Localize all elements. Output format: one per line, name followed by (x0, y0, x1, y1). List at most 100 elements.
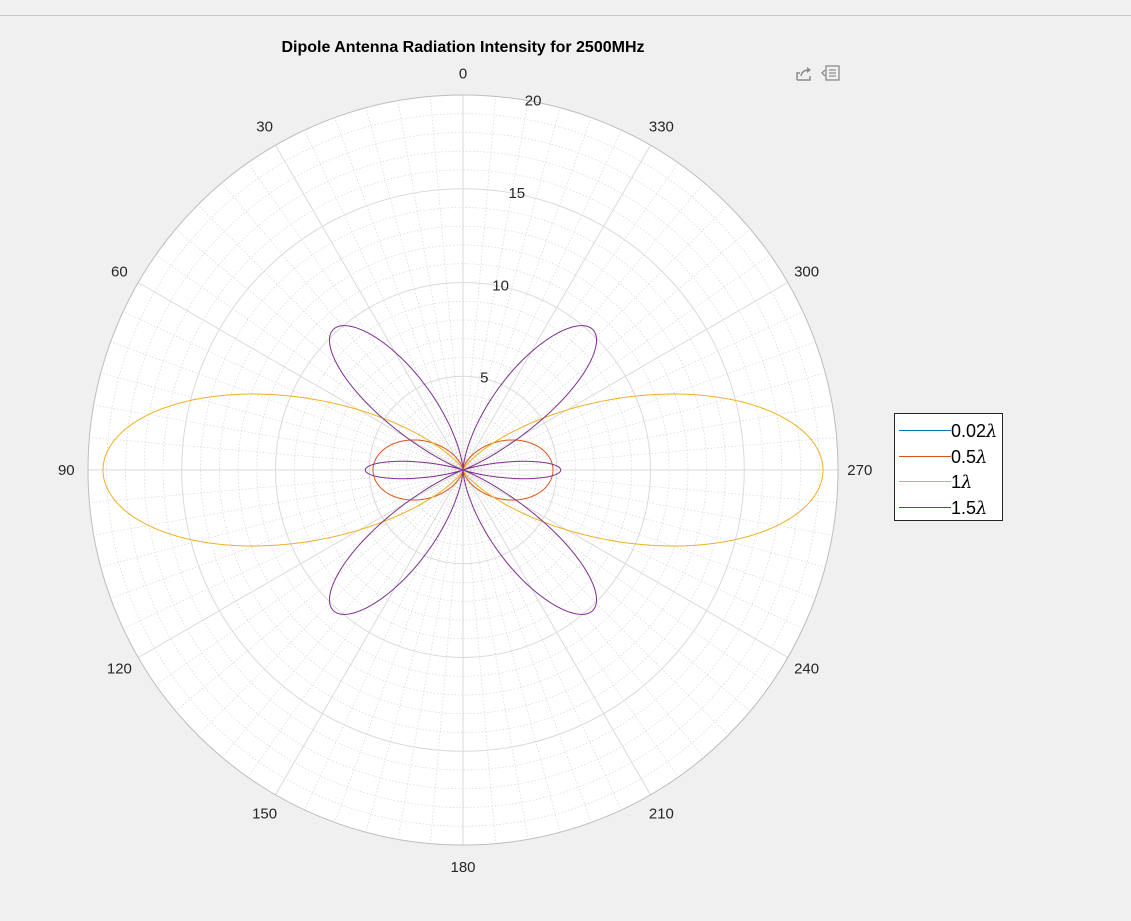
minor-spoke (197, 204, 464, 471)
r-tick-label: 5 (480, 370, 488, 387)
minor-spoke (462, 228, 751, 471)
theta-tick-label: 90 (58, 462, 75, 479)
minor-spoke (462, 129, 622, 471)
chart-title: Dipole Antenna Radiation Intensity for 2… (281, 39, 644, 56)
minor-spoke (462, 469, 771, 686)
minor-spoke (462, 204, 729, 471)
minor-spoke (89, 469, 464, 504)
minor-spoke (462, 469, 804, 629)
minor-spoke (197, 469, 464, 736)
legend-item[interactable]: 1λ (895, 469, 1004, 495)
minor-spoke (175, 469, 464, 712)
minor-spoke (462, 162, 679, 471)
minor-spoke (110, 469, 464, 599)
minor-spoke (175, 228, 464, 471)
minor-spoke (462, 107, 561, 471)
minor-spoke (429, 96, 464, 471)
export-icon[interactable] (794, 62, 816, 84)
minor-spoke (155, 469, 464, 686)
minor-spoke (365, 107, 464, 471)
r-gridline (181, 188, 745, 752)
minor-spoke (462, 100, 529, 471)
legend-swatch (899, 481, 951, 482)
r-gridline (368, 375, 558, 565)
minor-spoke (462, 469, 679, 778)
r-tick-label: 10 (492, 277, 509, 294)
theta-tick-label: 210 (649, 806, 674, 823)
legend-label: 0.02λ (951, 421, 997, 442)
minor-spoke (247, 469, 464, 778)
theta-tick-label: 120 (107, 660, 132, 677)
legend-label-value: 0.02 (951, 421, 987, 441)
minor-spoke (462, 372, 826, 471)
minor-spoke (462, 254, 771, 471)
series-line-4 (328, 325, 598, 615)
legend-label: 1λ (951, 472, 972, 493)
legend-label: 1.5λ (951, 498, 987, 519)
minor-spoke (110, 341, 464, 471)
minor-spoke (122, 469, 464, 629)
legend[interactable]: 0.02λ 0.5λ 1λ 1.5λ (894, 413, 1003, 521)
minor-spoke (221, 469, 464, 758)
legend-item[interactable]: 1.5λ (895, 495, 1004, 521)
legend-item[interactable]: 0.02λ (895, 418, 1004, 444)
axes-toolbar (794, 62, 846, 84)
minor-spoke (462, 182, 705, 471)
theta-tick-label: 60 (111, 264, 128, 281)
outer-ring (87, 94, 839, 846)
minor-spoke (247, 162, 464, 471)
minor-spoke (334, 117, 464, 471)
legend-swatch (899, 506, 951, 508)
minor-spoke (462, 117, 592, 471)
legend-item[interactable]: 0.5λ (895, 444, 1004, 470)
minor-spoke (462, 469, 592, 823)
theta-tick-label: 30 (256, 118, 273, 135)
minor-spoke (462, 469, 705, 758)
minor-spoke (462, 469, 729, 736)
r-gridline (275, 282, 651, 658)
minor-spoke (462, 436, 837, 471)
theta-tick-label: 300 (794, 264, 819, 281)
minor-spoke (100, 372, 464, 471)
minor-spoke (89, 436, 464, 471)
minor-spoke (462, 404, 833, 471)
minor-spoke (462, 469, 816, 599)
minor-spoke (462, 469, 826, 568)
theta-tick-label: 0 (459, 65, 467, 82)
r-tick-label: 15 (508, 185, 525, 202)
minor-spoke (221, 182, 464, 471)
minor-spoke (93, 469, 464, 536)
minor-spoke (462, 341, 816, 471)
minor-spoke (462, 469, 497, 844)
minor-spoke (122, 311, 464, 471)
top-divider (0, 15, 1131, 16)
legend-label-value: 0.5 (951, 446, 977, 467)
edit-icon[interactable] (820, 62, 842, 84)
minor-spoke (100, 469, 464, 568)
minor-spoke (462, 469, 837, 504)
minor-spoke (462, 469, 561, 833)
minor-spoke (429, 469, 464, 844)
legend-label-value: 1.5 (951, 497, 977, 518)
minor-spoke (155, 254, 464, 471)
theta-tick-label: 240 (794, 660, 819, 677)
minor-spoke (462, 469, 529, 840)
theta-tick-label: 150 (252, 806, 277, 823)
minor-spoke (462, 469, 751, 712)
legend-label-unit: λ (986, 421, 998, 442)
minor-spoke (462, 96, 497, 471)
legend-label-unit: λ (961, 472, 973, 493)
theta-tick-label: 180 (450, 859, 475, 876)
minor-spoke (334, 469, 464, 823)
minor-spoke (462, 469, 833, 536)
r-tick-label: 20 (525, 93, 542, 110)
minor-spoke (462, 311, 804, 471)
theta-tick-label: 330 (649, 118, 674, 135)
minor-spoke (304, 469, 464, 811)
legend-swatch (899, 455, 951, 457)
minor-spoke (365, 469, 464, 833)
minor-spoke (462, 469, 622, 811)
legend-label: 0.5λ (951, 447, 987, 468)
legend-label-unit: λ (976, 446, 988, 468)
